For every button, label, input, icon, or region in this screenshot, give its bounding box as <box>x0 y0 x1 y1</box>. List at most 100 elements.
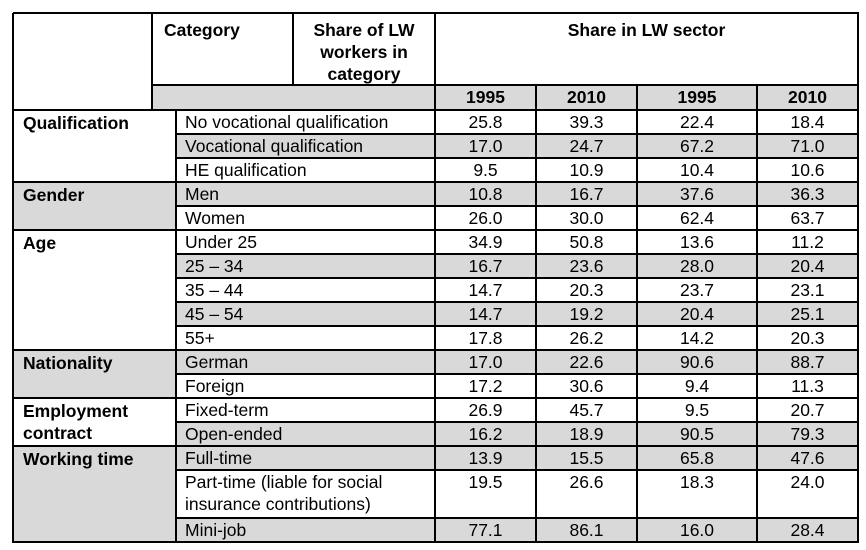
value-cell: 22.6 <box>536 350 637 374</box>
row-label: Fixed-term <box>185 400 269 420</box>
value-cell: 26.2 <box>569 328 604 348</box>
value-cell: 17.8 <box>468 328 503 348</box>
row-label: Part-time (liable for social insurance c… <box>185 472 383 514</box>
row-divider <box>13 349 859 351</box>
value-cell: 28.0 <box>637 254 757 278</box>
value-cell: 16.2 <box>435 422 536 446</box>
column-divider <box>292 13 294 86</box>
value-cell: 71.0 <box>757 134 858 158</box>
row-divider <box>176 277 859 279</box>
column-divider <box>151 13 153 111</box>
value-cell: 25.8 <box>468 112 503 132</box>
value-cell: 16.7 <box>536 182 637 206</box>
value-cell: 62.4 <box>679 208 715 228</box>
value-cell: 13.6 <box>679 232 715 252</box>
group-label: Nationality <box>13 350 176 398</box>
value-cell: 18.9 <box>536 422 637 446</box>
value-cell: 36.3 <box>757 182 858 206</box>
column-divider <box>12 13 14 543</box>
row-divider <box>13 397 859 399</box>
row-label: Mini-job <box>176 518 435 542</box>
value-cell: 90.5 <box>637 422 757 446</box>
row-divider <box>176 325 859 327</box>
value-cell: 10.4 <box>679 160 715 180</box>
row-divider <box>176 253 859 255</box>
value-cell: 14.7 <box>435 302 536 326</box>
row-label: No vocational qualification <box>185 112 389 132</box>
header-share-lw-workers: Share of LW workers in category <box>313 20 415 84</box>
value-cell: 14.7 <box>468 280 503 300</box>
column-divider <box>636 85 638 543</box>
value-cell: 18.4 <box>790 112 825 132</box>
value-cell: 17.0 <box>435 134 536 158</box>
row-divider <box>176 517 859 519</box>
header-blank-cell <box>13 13 152 110</box>
value-cell: 10.8 <box>435 182 536 206</box>
group-label: Working time <box>13 446 176 542</box>
row-divider <box>176 421 859 423</box>
value-cell: 23.6 <box>536 254 637 278</box>
row-divider <box>176 301 859 303</box>
row-divider <box>176 133 859 135</box>
value-cell: 26.0 <box>468 208 503 228</box>
value-cell: 17.0 <box>435 350 536 374</box>
value-cell: 16.7 <box>435 254 536 278</box>
value-cell: 47.6 <box>757 446 858 470</box>
value-cell: 9.4 <box>684 376 710 396</box>
row-label: German <box>176 350 435 374</box>
value-cell: 30.0 <box>569 208 604 228</box>
group-label: Qualification <box>23 113 129 133</box>
group-label: Age <box>23 233 57 253</box>
value-cell: 28.4 <box>757 518 858 542</box>
value-cell: 88.7 <box>757 350 858 374</box>
value-cell: 20.7 <box>790 400 825 420</box>
year-header: 1995 <box>637 85 757 110</box>
value-cell: 14.2 <box>679 328 715 348</box>
row-divider <box>152 84 859 86</box>
row-label: 45 – 54 <box>176 302 435 326</box>
value-cell: 26.6 <box>569 472 604 492</box>
row-label: Under 25 <box>185 232 257 252</box>
row-divider <box>13 109 859 111</box>
row-divider <box>13 229 859 231</box>
header-category: Category <box>164 20 240 40</box>
value-cell: 86.1 <box>536 518 637 542</box>
value-cell: 25.1 <box>757 302 858 326</box>
value-cell: 11.3 <box>791 376 824 396</box>
value-cell: 37.6 <box>637 182 757 206</box>
value-cell: 24.0 <box>790 472 825 492</box>
value-cell: 90.6 <box>637 350 757 374</box>
row-label: Women <box>185 208 245 228</box>
row-divider <box>13 181 859 183</box>
value-cell: 20.3 <box>569 280 604 300</box>
value-cell: 23.7 <box>679 280 715 300</box>
value-cell: 17.2 <box>468 376 503 396</box>
row-label: Full-time <box>176 446 435 470</box>
value-cell: 19.5 <box>468 472 503 492</box>
value-cell: 20.3 <box>790 328 825 348</box>
header-share-lw-sector: Share in LW sector <box>567 20 726 40</box>
year-header: 2010 <box>757 85 858 110</box>
value-cell: 77.1 <box>435 518 536 542</box>
value-cell: 13.9 <box>435 446 536 470</box>
value-cell: 67.2 <box>637 134 757 158</box>
value-cell: 26.9 <box>468 400 503 420</box>
value-cell: 63.7 <box>790 208 825 228</box>
row-label: Men <box>176 182 435 206</box>
value-cell: 79.3 <box>757 422 858 446</box>
value-cell: 22.4 <box>679 112 715 132</box>
row-label: Open-ended <box>176 422 435 446</box>
row-label: Vocational qualification <box>176 134 435 158</box>
value-cell: 10.6 <box>790 160 825 180</box>
value-cell: 18.3 <box>679 472 715 492</box>
row-divider <box>13 541 859 543</box>
value-cell: 39.3 <box>569 112 604 132</box>
group-label: Gender <box>13 182 176 230</box>
row-divider <box>176 157 859 159</box>
value-cell: 45.7 <box>569 400 604 420</box>
value-cell: 11.2 <box>791 232 824 252</box>
value-cell: 65.8 <box>637 446 757 470</box>
row-divider <box>176 469 859 471</box>
row-divider <box>13 445 859 447</box>
